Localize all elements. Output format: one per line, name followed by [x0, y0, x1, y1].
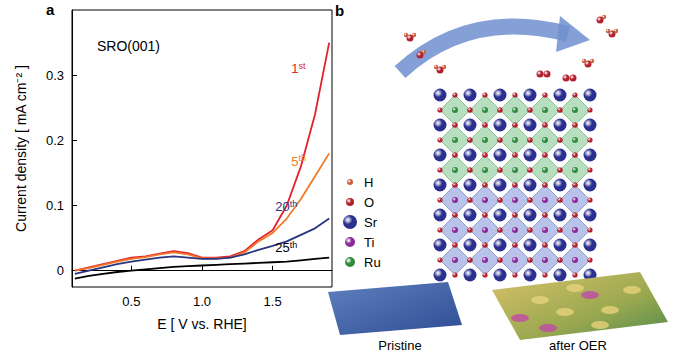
svg-text:0.3: 0.3: [46, 68, 64, 83]
svg-text:Sr: Sr: [364, 215, 378, 230]
svg-text:1: 1: [291, 61, 298, 76]
svg-text:25: 25: [275, 240, 289, 255]
svg-text:20: 20: [275, 199, 289, 214]
svg-text:st: st: [298, 61, 306, 71]
svg-text:1.0: 1.0: [193, 294, 211, 309]
svg-text:Ru: Ru: [364, 255, 381, 270]
svg-text:b: b: [335, 2, 344, 19]
svg-text:E [ V vs. RHE]: E [ V vs. RHE]: [157, 316, 246, 332]
svg-text:1.5: 1.5: [264, 294, 282, 309]
svg-text:a: a: [46, 1, 55, 18]
svg-text:th: th: [298, 153, 306, 163]
svg-text:0.2: 0.2: [46, 133, 64, 148]
svg-text:0.1: 0.1: [46, 198, 64, 213]
svg-text:H: H: [364, 175, 373, 190]
svg-text:after OER: after OER: [549, 338, 607, 353]
svg-text:SRO(001): SRO(001): [97, 38, 160, 54]
svg-text:th: th: [290, 240, 298, 250]
svg-text:0.5: 0.5: [122, 294, 140, 309]
svg-text:Current density [ mA cm⁻² ]: Current density [ mA cm⁻² ]: [13, 65, 29, 232]
svg-text:O: O: [364, 195, 374, 210]
svg-text:0: 0: [57, 263, 64, 278]
svg-text:th: th: [290, 199, 298, 209]
svg-text:5: 5: [291, 154, 298, 169]
svg-text:Pristine: Pristine: [378, 338, 421, 353]
svg-text:Ti: Ti: [364, 235, 374, 250]
